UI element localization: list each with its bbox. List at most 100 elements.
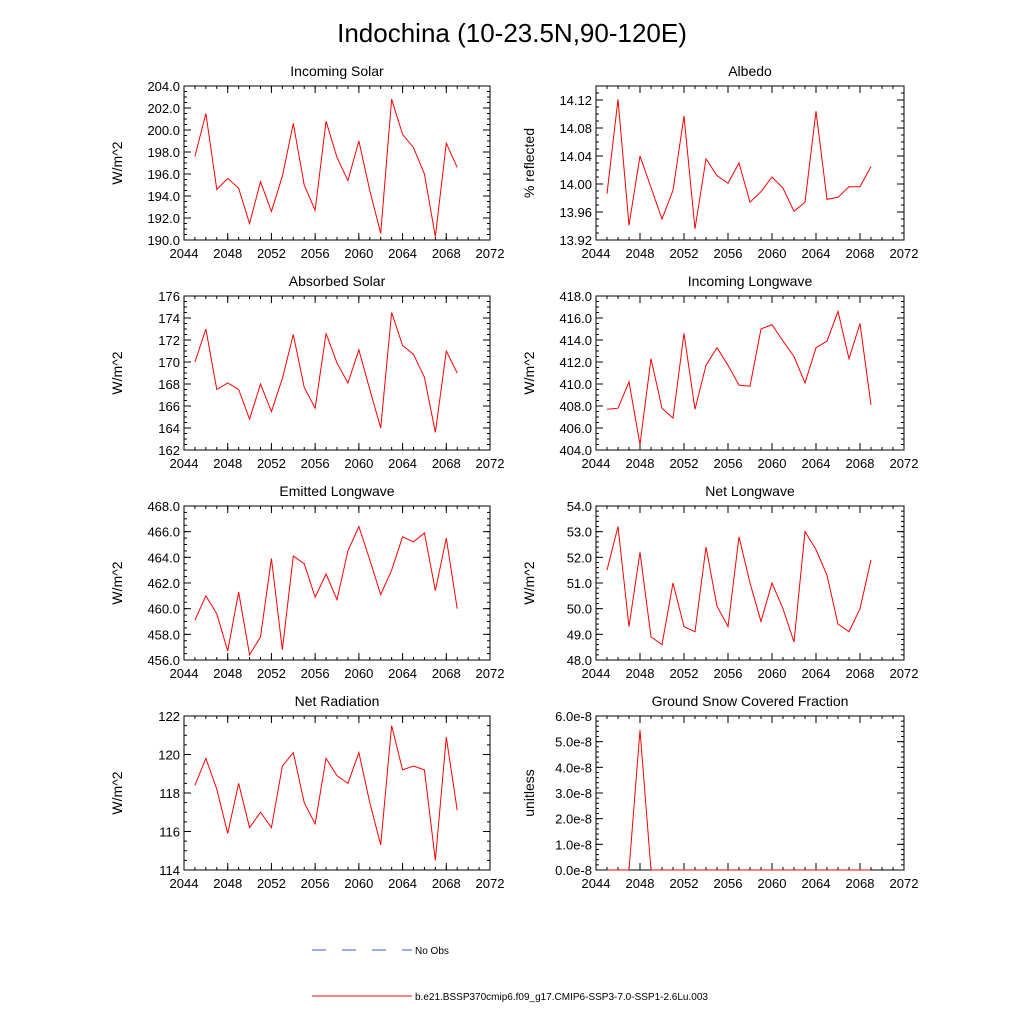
y-tick-label: 54.0 bbox=[567, 499, 592, 514]
y-tick-label: 48.0 bbox=[567, 653, 592, 668]
y-tick-label: 406.0 bbox=[559, 421, 592, 436]
y-tick-label: 172 bbox=[158, 333, 180, 348]
chart-panel-4: Incoming Longwave W/m^2 2044 2048 2052 2056 20… bbox=[521, 273, 918, 471]
legend: No Obs b.e21.BSSP370cmip6.f09_g17.CMIP6-S… bbox=[312, 946, 708, 1003]
y-tick-label: 168 bbox=[158, 377, 180, 392]
x-tick-label: 2064 bbox=[388, 456, 417, 471]
x-tick-label: 2064 bbox=[802, 246, 831, 261]
legend-label: No Obs bbox=[415, 946, 449, 957]
y-tick-label: 192.0 bbox=[147, 211, 180, 226]
x-tick-label: 2060 bbox=[758, 876, 787, 891]
x-tick-label: 2068 bbox=[846, 246, 875, 261]
x-tick-label: 2044 bbox=[582, 876, 611, 891]
panel-title: Ground Snow Covered Fraction bbox=[652, 693, 849, 709]
x-tick-label: 2048 bbox=[626, 456, 655, 471]
x-tick-label: 2056 bbox=[714, 876, 743, 891]
x-tick-label: 2072 bbox=[890, 666, 919, 681]
y-tick-label: 464.0 bbox=[147, 550, 180, 565]
panel-title: Net Longwave bbox=[705, 483, 795, 499]
chart-panels: Incoming Solar W/m^2 2044 2048 2052 2056 2060 2… bbox=[109, 63, 918, 891]
y-axis-label: W/m^2 bbox=[521, 351, 537, 394]
x-tick-label: 2048 bbox=[626, 666, 655, 681]
x-tick-label: 2056 bbox=[714, 666, 743, 681]
series-line bbox=[194, 725, 458, 861]
x-tick-label: 2052 bbox=[257, 666, 286, 681]
x-tick-label: 2064 bbox=[802, 456, 831, 471]
x-tick-label: 2068 bbox=[846, 876, 875, 891]
y-tick-label: 190.0 bbox=[147, 233, 180, 248]
legend-label: b.e21.BSSP370cmip6.f09_g17.CMIP6-SSP3-7.… bbox=[415, 992, 708, 1003]
panel-title: Incoming Longwave bbox=[688, 273, 813, 289]
y-tick-label: 122 bbox=[158, 709, 180, 724]
x-tick-label: 2068 bbox=[846, 456, 875, 471]
y-tick-label: 202.0 bbox=[147, 101, 180, 116]
x-tick-label: 2044 bbox=[582, 666, 611, 681]
x-tick-label: 2052 bbox=[670, 876, 699, 891]
y-tick-label: 3.0e-8 bbox=[555, 786, 592, 801]
y-tick-label: 14.00 bbox=[559, 177, 592, 192]
y-tick-label: 170 bbox=[158, 355, 180, 370]
panel-title: Incoming Solar bbox=[290, 63, 384, 79]
y-axis-label: W/m^2 bbox=[109, 771, 125, 814]
y-tick-label: 466.0 bbox=[147, 525, 180, 540]
plot-frame bbox=[183, 295, 491, 451]
y-axis-label: W/m^2 bbox=[109, 141, 125, 184]
x-tick-label: 2056 bbox=[301, 456, 330, 471]
y-tick-label: 51.0 bbox=[567, 576, 592, 591]
y-axis-label: W/m^2 bbox=[109, 351, 125, 394]
x-tick-label: 2060 bbox=[758, 456, 787, 471]
y-tick-label: 458.0 bbox=[147, 627, 180, 642]
y-tick-label: 176 bbox=[158, 289, 180, 304]
x-tick-label: 2072 bbox=[476, 246, 505, 261]
y-axis-label: % reflected bbox=[521, 128, 537, 198]
y-tick-label: 53.0 bbox=[567, 525, 592, 540]
chart-panel-5: Emitted Longwave W/m^2 2044 2048 2052 2056 206… bbox=[109, 483, 504, 681]
x-tick-label: 2052 bbox=[257, 246, 286, 261]
y-tick-label: 2.0e-8 bbox=[555, 812, 592, 827]
y-tick-label: 6.0e-8 bbox=[555, 709, 592, 724]
y-axis-label: unitless bbox=[521, 769, 537, 816]
series-line bbox=[607, 730, 871, 871]
y-tick-label: 200.0 bbox=[147, 123, 180, 138]
x-tick-label: 2060 bbox=[344, 666, 373, 681]
series-line bbox=[194, 312, 458, 433]
x-tick-label: 2052 bbox=[257, 456, 286, 471]
x-tick-label: 2048 bbox=[213, 456, 242, 471]
y-tick-label: 404.0 bbox=[559, 443, 592, 458]
x-tick-label: 2048 bbox=[213, 876, 242, 891]
x-tick-label: 2068 bbox=[432, 246, 461, 261]
chart-panel-8: Ground Snow Covered Fraction unitless 2044… bbox=[521, 693, 918, 891]
x-tick-label: 2072 bbox=[890, 456, 919, 471]
y-tick-label: 412.0 bbox=[559, 355, 592, 370]
figure-title: Indochina (10-23.5N,90-120E) bbox=[337, 18, 687, 48]
y-tick-label: 52.0 bbox=[567, 550, 592, 565]
y-tick-label: 13.92 bbox=[559, 233, 592, 248]
y-tick-label: 194.0 bbox=[147, 189, 180, 204]
chart-panel-6: Net Longwave W/m^2 2044 2048 2052 2056 2060 206… bbox=[521, 483, 918, 681]
x-tick-label: 2048 bbox=[626, 876, 655, 891]
x-tick-label: 2056 bbox=[301, 666, 330, 681]
x-tick-label: 2064 bbox=[388, 876, 417, 891]
y-tick-label: 204.0 bbox=[147, 79, 180, 94]
x-tick-label: 2068 bbox=[846, 666, 875, 681]
x-tick-label: 2056 bbox=[301, 246, 330, 261]
x-tick-label: 2052 bbox=[670, 456, 699, 471]
y-tick-label: 196.0 bbox=[147, 167, 180, 182]
x-tick-label: 2060 bbox=[344, 246, 373, 261]
x-tick-label: 2052 bbox=[257, 876, 286, 891]
panel-title: Albedo bbox=[728, 63, 772, 79]
x-tick-label: 2052 bbox=[670, 666, 699, 681]
x-tick-label: 2052 bbox=[670, 246, 699, 261]
series-line bbox=[606, 526, 872, 646]
x-tick-label: 2072 bbox=[476, 666, 505, 681]
y-tick-label: 1.0e-8 bbox=[555, 837, 592, 852]
x-tick-label: 2044 bbox=[170, 246, 199, 261]
y-tick-label: 0.0e-8 bbox=[555, 863, 592, 878]
chart-panel-2: Albedo % reflected 2044 2048 2052 2056 2060 206… bbox=[521, 63, 918, 261]
y-axis-label: W/m^2 bbox=[109, 561, 125, 604]
y-tick-label: 114 bbox=[159, 863, 180, 878]
panel-title: Emitted Longwave bbox=[279, 483, 394, 499]
plot-frame bbox=[595, 715, 905, 871]
x-tick-label: 2048 bbox=[626, 246, 655, 261]
y-tick-label: 4.0e-8 bbox=[555, 760, 592, 775]
